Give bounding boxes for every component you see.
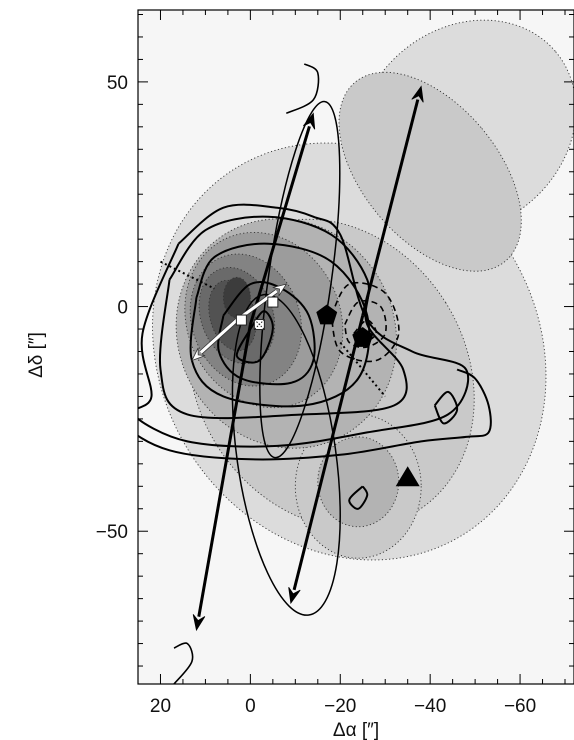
x-axis-title: Δα [″] [333, 720, 379, 740]
x-tick-label: −60 [504, 696, 536, 717]
y-tick-label: −50 [96, 522, 128, 543]
y-axis-title: Δδ [″] [26, 332, 47, 378]
square-marker-2 [268, 297, 278, 307]
y-tick-label: 50 [107, 73, 128, 94]
x-tick-label: 0 [245, 696, 256, 717]
filled-contours [75, 0, 574, 684]
plot-area [75, 0, 574, 684]
square-marker-1 [236, 315, 246, 325]
y-tick-label: 0 [117, 298, 128, 319]
x-tick-label: −40 [414, 696, 446, 717]
x-tick-label: 20 [150, 696, 171, 717]
x-tick-label: −20 [324, 696, 356, 717]
